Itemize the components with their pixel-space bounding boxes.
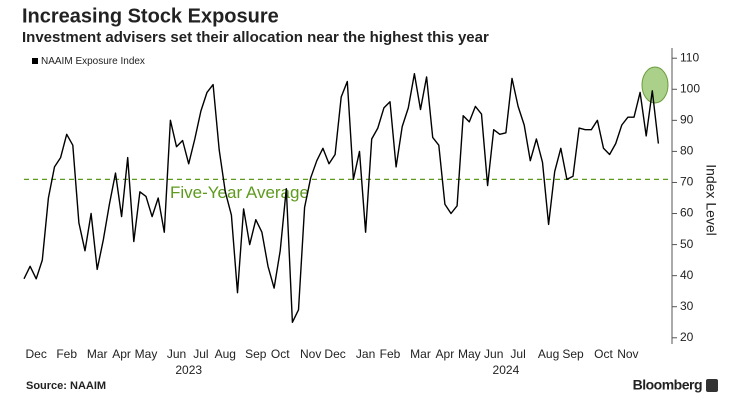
x-tick-label: Apr	[436, 347, 455, 361]
chart-title: Increasing Stock Exposure	[22, 5, 279, 27]
x-tick-label: Jun	[484, 347, 503, 361]
y-tick-label: 60	[680, 206, 694, 220]
x-tick-label: Jan	[356, 347, 375, 361]
y-tick-label: 20	[680, 330, 694, 344]
brand-icon	[706, 379, 718, 392]
x-tick-label: Dec	[26, 347, 47, 361]
y-tick-label: 70	[680, 175, 694, 189]
x-tick-label: Mar	[87, 347, 108, 361]
x-tick-label: Nov	[617, 347, 638, 361]
x-tick-label: May	[458, 347, 481, 361]
y-tick-label: 110	[680, 50, 699, 64]
x-tick-label: Oct	[271, 347, 290, 361]
x-tick-label: Aug	[215, 347, 236, 361]
x-tick-label: Nov	[300, 347, 321, 361]
year-label: 2024	[493, 363, 520, 377]
y-tick-label: 100	[680, 81, 700, 95]
x-tick-label: Mar	[410, 347, 431, 361]
year-label: 2023	[175, 363, 202, 377]
y-tick-label: 90	[680, 113, 694, 127]
x-tick-label: Oct	[594, 347, 613, 361]
x-tick-label: Jul	[193, 347, 208, 361]
x-tick-label: Aug	[538, 347, 559, 361]
y-axis-label: Index Level	[703, 164, 719, 236]
chart-subtitle: Investment advisers set their allocation…	[22, 29, 489, 46]
x-tick-label: Feb	[56, 347, 77, 361]
y-tick-label: 40	[680, 268, 694, 282]
y-tick-label: 50	[680, 237, 694, 251]
brand: Bloomberg	[633, 377, 702, 393]
x-tick-label: Jul	[510, 347, 525, 361]
average-label: Five-Year Average	[170, 183, 309, 202]
x-tick-label: Apr	[112, 347, 131, 361]
source: Source: NAAIM	[26, 380, 106, 392]
legend-label: NAAIM Exposure Index	[41, 56, 145, 67]
x-tick-label: Sep	[562, 347, 584, 361]
x-tick-label: Dec	[324, 347, 345, 361]
x-tick-label: May	[135, 347, 158, 361]
y-tick-label: 80	[680, 144, 694, 158]
y-tick-label: 30	[680, 299, 694, 313]
x-tick-label: Sep	[245, 347, 267, 361]
series-line	[23, 73, 660, 323]
x-tick-label: Feb	[380, 347, 401, 361]
x-tick-label: Jun	[167, 347, 186, 361]
highlight	[641, 66, 669, 104]
legend-swatch	[32, 58, 38, 64]
